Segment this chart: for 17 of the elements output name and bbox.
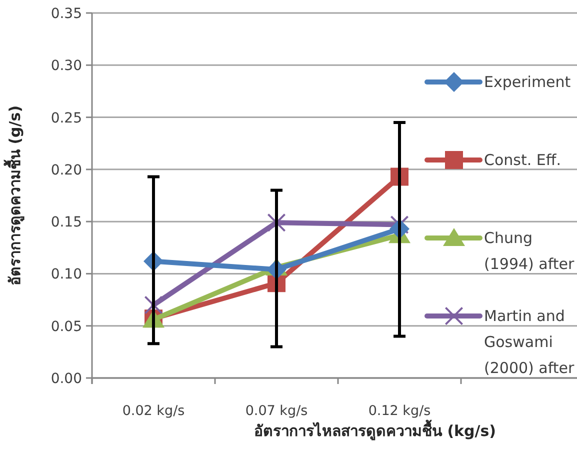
y-tick-label: 0.25 bbox=[50, 110, 82, 126]
legend-label: Chung (1994) after bbox=[484, 229, 575, 273]
x-tick-label: 0.12 kg/s bbox=[368, 403, 431, 419]
x-tick-label: 0.02 kg/s bbox=[122, 403, 185, 419]
legend-label: Experiment bbox=[484, 73, 571, 91]
y-tick-label: 0.35 bbox=[50, 6, 82, 22]
y-tick-label: 0.20 bbox=[50, 162, 82, 178]
y-tick-label: 0.00 bbox=[50, 371, 82, 387]
y-tick-label: 0.05 bbox=[50, 318, 82, 335]
y-tick-label: 0.10 bbox=[50, 266, 82, 283]
y-tick-label: 0.30 bbox=[50, 58, 82, 74]
legend-label: Const. Eff. bbox=[484, 151, 561, 169]
legend-label: Martin and Goswami (2000) after bbox=[484, 307, 575, 377]
y-tick-label: 0.15 bbox=[50, 214, 82, 231]
x-tick-label: 0.07 kg/s bbox=[245, 403, 308, 419]
x-axis-title: อัตราการไหลสารดูดความชื้น (kg/s) bbox=[254, 419, 496, 441]
y-axis-title: อัตราการดูดความชื้น (g/s) bbox=[3, 105, 25, 286]
